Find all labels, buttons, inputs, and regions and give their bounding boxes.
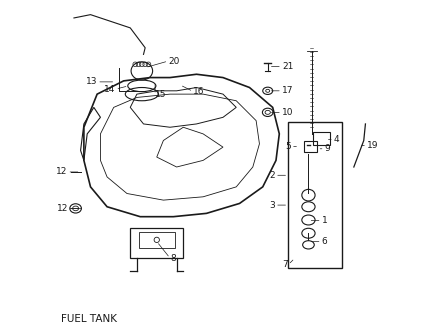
Text: 5: 5 <box>285 142 291 151</box>
Text: 8: 8 <box>170 254 176 263</box>
Text: 9: 9 <box>325 144 330 153</box>
Text: 19: 19 <box>367 141 379 150</box>
Bar <box>130 228 183 258</box>
Text: 2: 2 <box>269 171 275 180</box>
Text: 12: 12 <box>57 204 68 213</box>
Bar <box>288 122 342 268</box>
Text: 10: 10 <box>282 108 293 117</box>
Text: 6: 6 <box>322 237 327 246</box>
Text: 21: 21 <box>282 62 293 71</box>
Text: 15: 15 <box>155 90 167 99</box>
Bar <box>314 132 330 146</box>
Bar <box>139 231 175 248</box>
Text: 7: 7 <box>282 260 288 269</box>
Text: 14: 14 <box>104 85 116 94</box>
Bar <box>305 142 317 152</box>
Text: 17: 17 <box>282 86 293 95</box>
Text: 3: 3 <box>269 201 275 210</box>
Text: 16: 16 <box>193 87 205 96</box>
Text: 4: 4 <box>334 135 339 144</box>
Text: 1: 1 <box>322 216 327 225</box>
Text: FUEL TANK: FUEL TANK <box>61 314 117 324</box>
Text: 12: 12 <box>56 167 67 176</box>
Text: 20: 20 <box>168 56 180 65</box>
Text: 13: 13 <box>86 77 97 87</box>
